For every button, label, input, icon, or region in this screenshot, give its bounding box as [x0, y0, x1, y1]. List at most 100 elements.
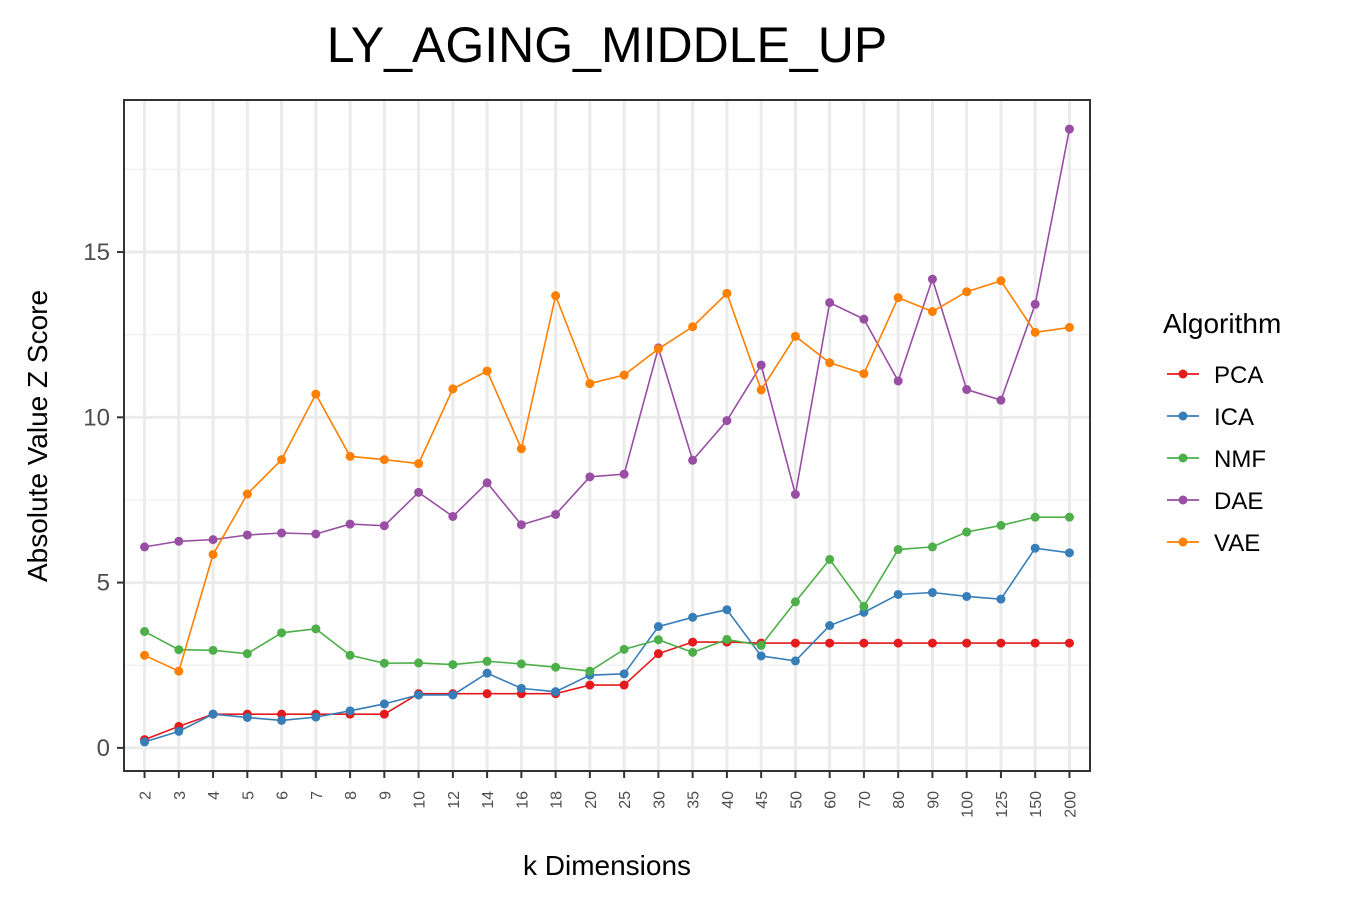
x-tick-label: 40 [720, 791, 737, 809]
data-point-nmf [756, 640, 766, 650]
data-point-dae [1064, 124, 1074, 134]
data-point-dae [551, 509, 561, 519]
data-point-pca [1030, 638, 1040, 648]
data-point-vae [688, 322, 698, 332]
legend-title: Algorithm [1163, 308, 1281, 339]
data-point-dae [414, 487, 424, 497]
data-point-vae [414, 459, 424, 469]
series-line-pca [144, 641, 1070, 741]
data-point-vae [174, 666, 184, 676]
data-point-pca [1064, 638, 1074, 648]
data-point-vae [482, 366, 492, 376]
data-point-nmf [414, 658, 424, 668]
y-tick-label: 10 [83, 404, 110, 431]
plot-panel-border [123, 99, 1091, 772]
data-point-ica [345, 706, 355, 716]
data-point-dae [756, 360, 766, 370]
x-tick-label: 25 [617, 791, 634, 809]
series-line-dae [144, 128, 1071, 548]
data-point-nmf [379, 658, 389, 668]
data-point-pca [585, 680, 595, 690]
data-point-vae [859, 369, 869, 379]
data-point-ica [140, 737, 150, 747]
data-point-ica [893, 589, 903, 599]
data-point-ica [242, 712, 252, 722]
data-point-nmf [619, 644, 629, 654]
x-tick-label: 50 [788, 791, 805, 809]
data-point-nmf [790, 597, 800, 607]
series-vae [140, 276, 1074, 676]
data-point-ica [414, 690, 424, 700]
data-point-ica [551, 687, 561, 697]
x-tick-label: 30 [651, 791, 668, 809]
x-tick-label: 125 [994, 791, 1011, 818]
data-point-ica [208, 709, 218, 719]
legend-key-point [1178, 369, 1188, 379]
data-point-ica [962, 591, 972, 601]
data-point-dae [482, 478, 492, 488]
data-point-ica [996, 594, 1006, 604]
x-tick-label: 200 [1062, 791, 1079, 818]
x-tick-label: 80 [891, 791, 908, 809]
data-point-nmf [482, 656, 492, 666]
data-point-ica [688, 612, 698, 622]
data-point-vae [927, 307, 937, 317]
data-point-pca [859, 638, 869, 648]
data-point-vae [825, 358, 835, 368]
data-point-pca [927, 638, 937, 648]
data-point-vae [379, 455, 389, 465]
data-point-dae [1030, 299, 1040, 309]
major-gridlines [124, 100, 1090, 771]
data-point-dae [379, 521, 389, 531]
series-line-vae [144, 279, 1070, 673]
data-point-vae [311, 389, 321, 399]
data-point-pca [825, 638, 835, 648]
y-tick-label: 0 [97, 735, 110, 762]
y-tick-label: 5 [97, 570, 110, 597]
data-point-nmf [653, 635, 663, 645]
y-tick-label: 15 [83, 239, 110, 266]
legend-item-ica: ICA [1167, 404, 1254, 431]
legend-key-point [1178, 537, 1188, 547]
data-point-vae [551, 291, 561, 301]
data-point-pca [893, 638, 903, 648]
data-point-nmf [722, 634, 732, 644]
data-point-ica [482, 668, 492, 678]
x-tick-label: 20 [583, 791, 600, 809]
data-point-ica [1064, 548, 1074, 558]
x-tick-label: 4 [206, 791, 223, 800]
x-tick-label: 10 [412, 791, 429, 809]
data-point-nmf [311, 624, 321, 634]
x-axis-title: k Dimensions [523, 850, 691, 881]
data-point-pca [653, 649, 663, 659]
data-point-vae [893, 293, 903, 303]
data-point-pca [688, 637, 698, 647]
data-point-vae [516, 444, 526, 454]
data-point-vae [619, 370, 629, 380]
data-point-ica [277, 715, 287, 725]
data-point-dae [208, 535, 218, 545]
data-point-dae [174, 536, 184, 546]
chart-title: LY_AGING_MIDDLE_UP [327, 17, 887, 73]
data-point-dae [962, 385, 972, 395]
data-point-nmf [448, 660, 458, 670]
data-point-dae [585, 472, 595, 482]
data-point-dae [345, 519, 355, 529]
data-point-ica [756, 651, 766, 661]
x-tick-label: 9 [377, 791, 394, 800]
x-axis: 2 3 4 5 6 7 8 9 10 12 14 16 18 20 25 30 35 40 45 50 60 70 80 90… [138, 771, 1079, 818]
x-tick-label: 16 [514, 791, 531, 809]
data-point-nmf [962, 527, 972, 537]
data-point-vae [208, 549, 218, 559]
series-ica [140, 543, 1074, 747]
x-tick-label: 2 [138, 791, 155, 800]
legend-label: VAE [1214, 530, 1260, 557]
data-point-vae [345, 451, 355, 461]
data-point-vae [653, 344, 663, 354]
data-point-ica [927, 588, 937, 598]
data-point-pca [379, 709, 389, 719]
data-point-ica [722, 605, 732, 615]
data-point-ica [790, 656, 800, 666]
legend-item-vae: VAE [1167, 530, 1260, 557]
